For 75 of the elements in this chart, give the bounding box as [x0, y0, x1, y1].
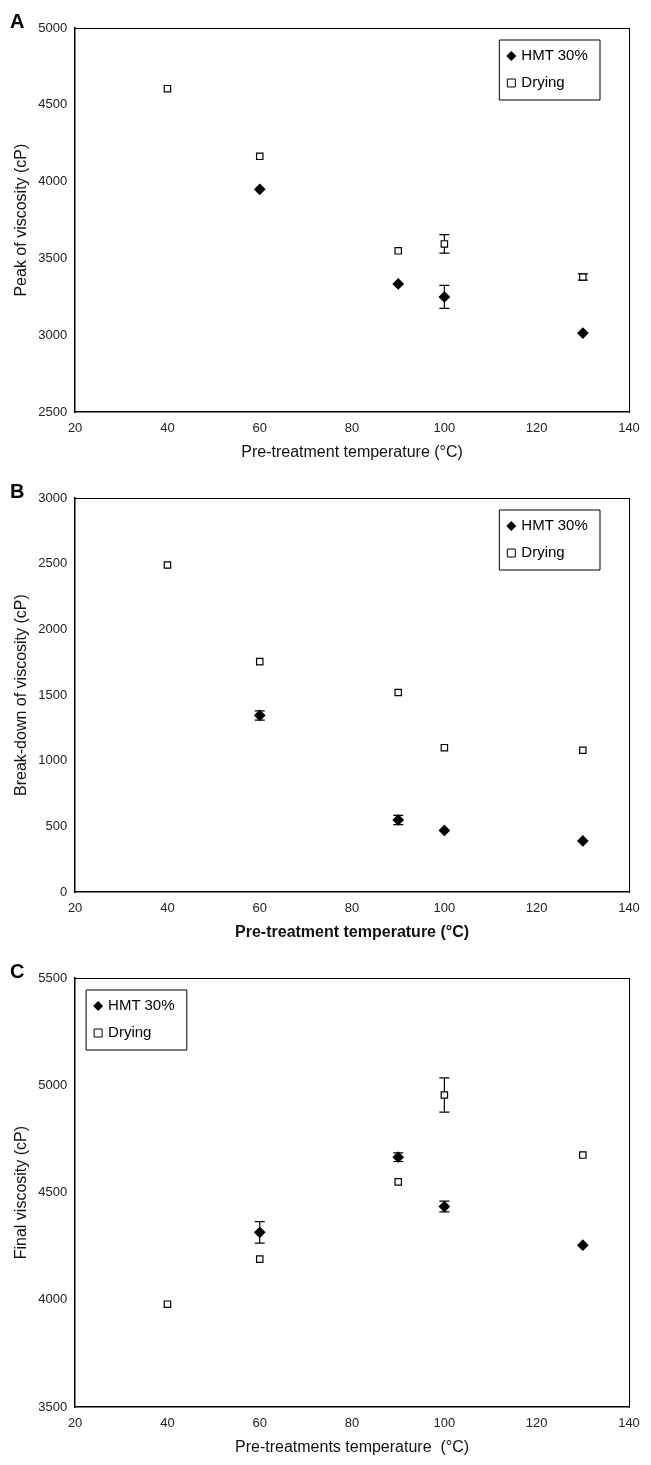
y-axis-title: Break-down of viscosity (cP): [12, 594, 30, 797]
x-tick-label: 20: [67, 899, 83, 915]
point: [394, 247, 402, 255]
x-axis-title: Pre-treatment temperature (°C): [235, 922, 470, 940]
x-tick-label: 140: [618, 1414, 640, 1430]
x-tick-label: 40: [160, 899, 175, 915]
point: [579, 746, 587, 755]
x-tick-label: 100: [433, 419, 456, 435]
point: [163, 1300, 172, 1308]
x-axis-title: Pre-treatment temperature (°C): [241, 442, 463, 460]
point: [440, 1091, 449, 1099]
y-tick-label: 5000: [38, 1076, 68, 1092]
point: [394, 688, 402, 697]
point: [255, 152, 264, 161]
y-tick-label: 3000: [38, 326, 68, 342]
x-tick-label: 20: [67, 1414, 83, 1430]
chart-title: A: [10, 9, 25, 32]
y-tick-label: 3000: [38, 489, 68, 505]
point: [392, 278, 404, 290]
x-tick-label: 80: [344, 1414, 360, 1430]
x-tick-label: 80: [344, 899, 360, 915]
y-tick-label: 4000: [38, 1291, 68, 1307]
y-tick-label: 4500: [38, 96, 68, 112]
x-tick-label: 60: [252, 899, 267, 915]
y-tick-label: 1000: [38, 752, 68, 768]
y-tick-label: 5500: [38, 969, 68, 985]
point: [577, 327, 589, 339]
point: [254, 183, 266, 195]
point: [254, 1226, 266, 1238]
y-tick-label: 3500: [38, 250, 68, 266]
chart-title: B: [10, 479, 25, 502]
x-tick-label: 140: [618, 419, 640, 435]
y-tick-label: 5000: [38, 19, 68, 35]
point: [255, 657, 264, 666]
y-tick-label: 2000: [38, 620, 68, 636]
point: [577, 835, 589, 847]
point: [163, 84, 172, 93]
y-tick-label: 0: [59, 883, 68, 899]
point: [438, 824, 450, 837]
y-tick-label: 3500: [38, 1398, 68, 1414]
point: [255, 1255, 264, 1263]
y-tick-label: 4500: [38, 1184, 68, 1200]
y-tick-label: 2500: [38, 555, 68, 571]
x-tick-label: 20: [67, 419, 83, 435]
x-tick-label: 100: [433, 899, 456, 915]
x-tick-label: 60: [252, 1414, 267, 1430]
legend-label: Drying: [521, 73, 565, 91]
x-tick-label: 120: [525, 419, 548, 435]
y-axis-title: Final viscosity (cP): [12, 1125, 30, 1260]
point: [440, 240, 449, 248]
y-axis-title: Peak of viscosity (cP): [12, 143, 30, 297]
x-tick-label: 120: [525, 1414, 548, 1430]
point: [394, 1178, 402, 1186]
x-tick-label: 140: [618, 899, 640, 915]
point: [579, 1151, 587, 1159]
point: [163, 561, 172, 569]
y-tick-label: 500: [45, 818, 68, 834]
x-tick-label: 40: [160, 419, 175, 435]
y-tick-label: 4000: [38, 173, 68, 189]
legend-label: HMT 30%: [521, 46, 588, 64]
x-axis-title: Pre-treatments temperature (°C): [235, 1437, 470, 1455]
x-tick-label: 60: [252, 419, 267, 435]
chart-title: C: [10, 959, 25, 982]
x-tick-label: 80: [344, 419, 360, 435]
x-tick-label: 120: [525, 899, 548, 915]
legend-label: Drying: [108, 1023, 152, 1041]
legend-label: Drying: [521, 543, 565, 561]
legend-label: HMT 30%: [108, 996, 175, 1014]
x-tick-label: 40: [160, 1414, 175, 1430]
point: [438, 291, 450, 303]
y-tick-label: 2500: [38, 403, 68, 419]
y-tick-label: 1500: [38, 686, 68, 702]
point: [577, 1239, 589, 1251]
x-tick-label: 100: [433, 1414, 456, 1430]
legend-label: HMT 30%: [521, 516, 588, 534]
